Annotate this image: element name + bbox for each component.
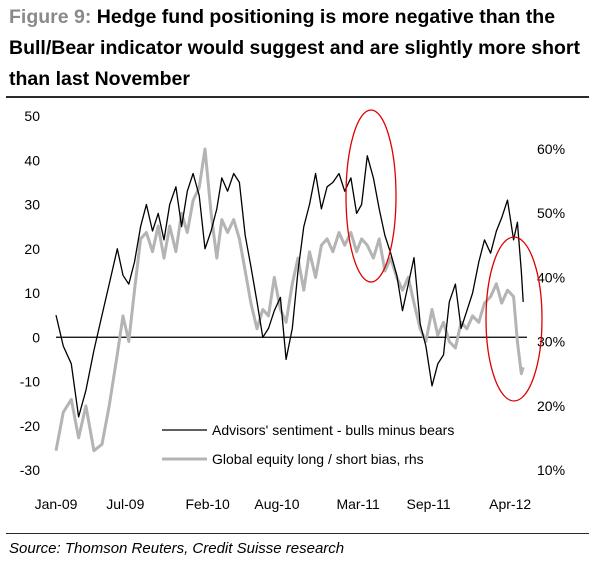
left-axis-ticks: 50 40 30 20 10 0 -10 -20 -30 <box>20 108 40 478</box>
highlight-ellipse-apr12 <box>485 236 543 402</box>
chart-series-group <box>54 147 525 453</box>
source-rule <box>6 533 589 534</box>
chart-legend: Advisors' sentiment - bulls minus bears G… <box>162 422 454 467</box>
figure-title-text: Hedge fund positioning is more negative … <box>9 6 581 90</box>
left-tick-label: -30 <box>20 462 40 478</box>
left-tick-label: 10 <box>24 285 40 301</box>
x-axis-ticks: Jan-09 Jul-09 Feb-10 Aug-10 Mar-11 Sep-11 Apr-… <box>35 496 532 512</box>
left-tick-label: 30 <box>24 197 40 213</box>
x-tick-label: Aug-10 <box>254 496 299 512</box>
series-advisors-sentiment <box>55 155 524 418</box>
left-tick-label: 50 <box>24 108 40 124</box>
right-tick-label: 60% <box>537 141 565 157</box>
right-tick-label: 50% <box>537 205 565 221</box>
x-tick-label: Mar-11 <box>336 496 380 512</box>
figure-label: Figure 9: <box>9 6 92 28</box>
highlight-ellipse-mar11 <box>345 109 397 283</box>
right-axis-ticks: 60% 50% 40% 30% 20% 10% <box>537 141 565 478</box>
legend-label-bias: Global equity long / short bias, rhs <box>212 451 424 467</box>
left-tick-label: 40 <box>24 152 40 168</box>
left-tick-label: -10 <box>20 374 40 390</box>
x-tick-label: Jan-09 <box>35 496 78 512</box>
left-tick-label: 0 <box>32 329 40 345</box>
right-tick-label: 20% <box>537 398 565 414</box>
x-tick-label: Apr-12 <box>489 496 531 512</box>
x-tick-label: Sep-11 <box>407 496 451 512</box>
right-tick-label: 40% <box>537 269 565 285</box>
left-tick-label: 20 <box>24 241 40 257</box>
title-rule <box>6 96 589 98</box>
right-tick-label: 30% <box>537 334 565 350</box>
x-tick-label: Feb-10 <box>185 496 230 512</box>
annotation-group <box>345 109 543 402</box>
source-note: Source: Thomson Reuters, Credit Suisse r… <box>9 540 345 557</box>
x-tick-label: Jul-09 <box>106 496 144 512</box>
figure-title: Figure 9: Hedge fund positioning is more… <box>9 2 589 95</box>
series-long-short-bias <box>54 147 525 453</box>
right-tick-label: 10% <box>537 462 565 478</box>
legend-label-advisors: Advisors' sentiment - bulls minus bears <box>212 422 454 438</box>
left-tick-label: -20 <box>20 418 40 434</box>
